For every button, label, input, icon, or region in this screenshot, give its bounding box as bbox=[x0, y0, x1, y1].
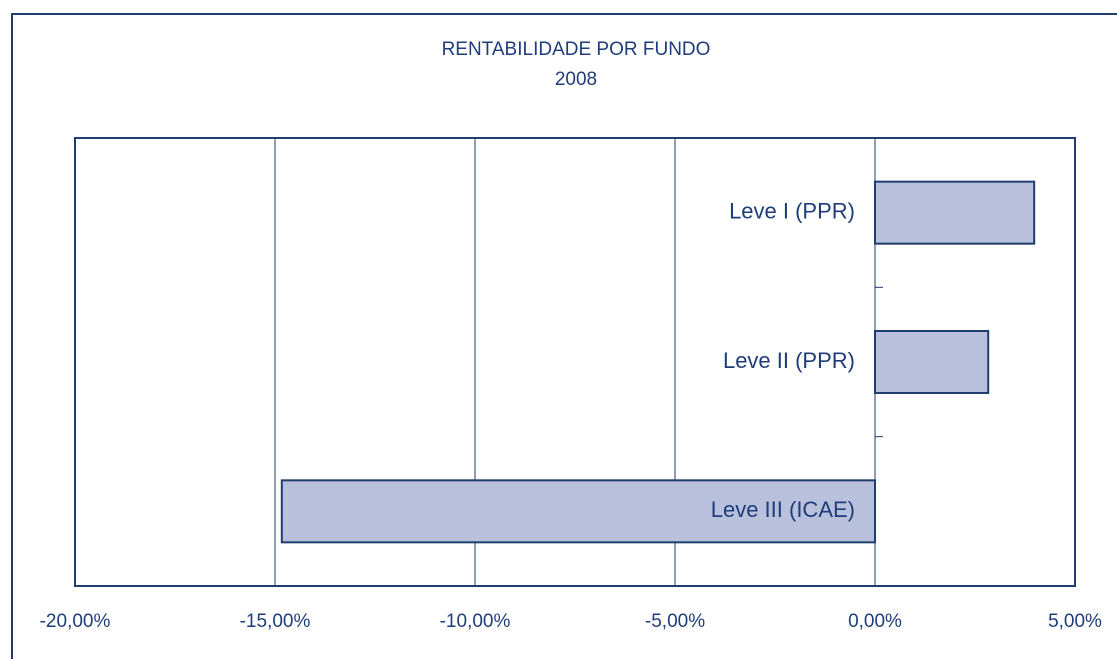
chart-border bbox=[11, 13, 1117, 659]
x-tick-label: 0,00% bbox=[848, 611, 902, 632]
category-label: Leve I (PPR) bbox=[729, 198, 855, 223]
bar bbox=[874, 180, 1036, 245]
bar bbox=[280, 479, 876, 544]
bar bbox=[874, 330, 990, 394]
x-tick-label: -15,00% bbox=[240, 611, 311, 632]
chart-subtitle: 2008 bbox=[555, 69, 597, 90]
category-label: Leve II (PPR) bbox=[723, 348, 855, 373]
x-tick-label: -5,00% bbox=[645, 611, 705, 632]
x-tick-label: 5,00% bbox=[1048, 611, 1102, 632]
chart-title: RENTABILIDADE POR FUNDO bbox=[442, 39, 711, 60]
category-label: Leve III (ICAE) bbox=[711, 497, 855, 522]
x-tick-label: -20,00% bbox=[40, 611, 111, 632]
x-tick-label: -10,00% bbox=[440, 611, 511, 632]
plot-border bbox=[74, 137, 1076, 587]
